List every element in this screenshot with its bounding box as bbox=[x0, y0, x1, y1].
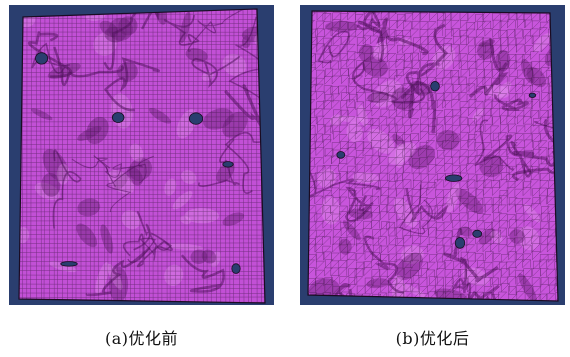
caption-after-optimization: (b)优化后 bbox=[395, 329, 470, 348]
mesh-surface bbox=[19, 9, 265, 303]
porous-mesh-render-after bbox=[307, 10, 559, 302]
mesh-view-before-optimization bbox=[9, 5, 274, 305]
caption-before-optimization: (a)优化前 bbox=[104, 329, 179, 348]
mesh-view-after-optimization bbox=[300, 5, 565, 305]
porous-mesh-render-before bbox=[18, 8, 266, 304]
